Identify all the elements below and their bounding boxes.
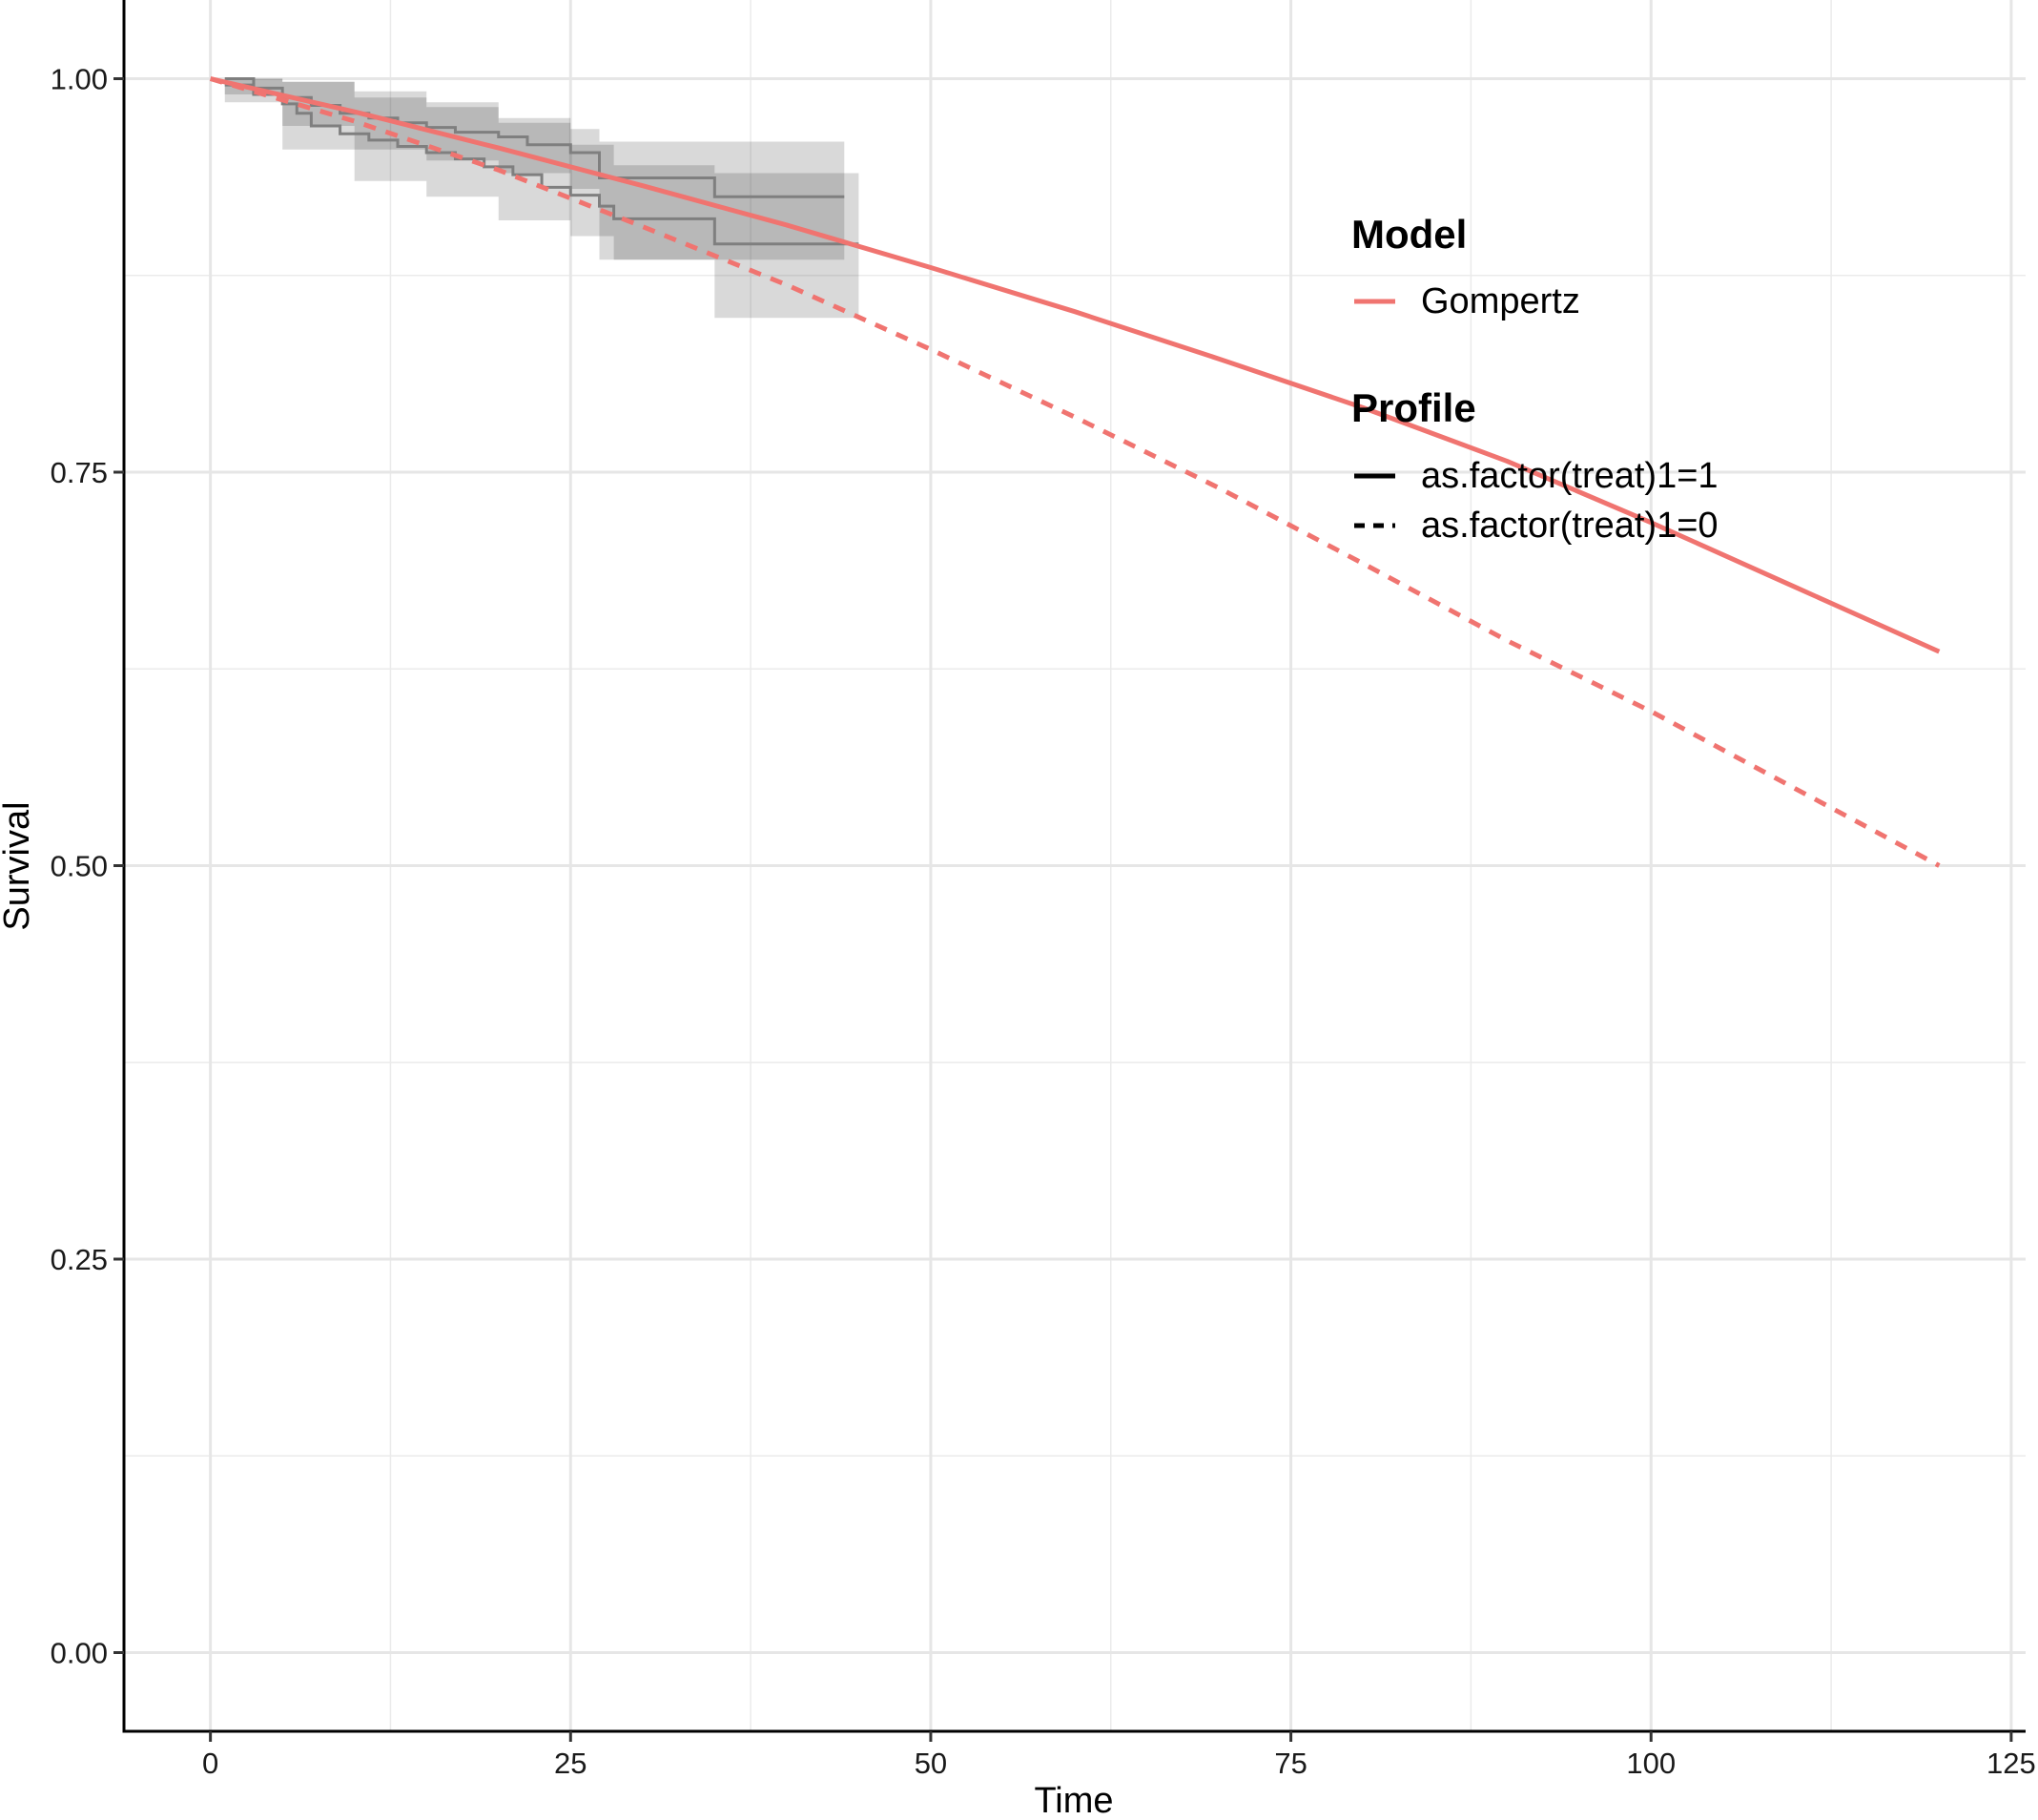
y-tick-label: 0.50 xyxy=(51,850,108,883)
x-tick-label: 50 xyxy=(915,1747,947,1780)
km-curve-1 xyxy=(224,83,859,246)
legend-item-gompertz: Gompertz xyxy=(1421,281,1580,321)
x-tick-label: 75 xyxy=(1274,1747,1307,1780)
x-tick-label: 125 xyxy=(1987,1747,2036,1780)
x-tick-label: 0 xyxy=(202,1747,218,1780)
x-axis-title: Time xyxy=(1034,1781,1113,1820)
tick-labels: 0 25 50 75 100 125 0.00 0.25 0.50 0.75 1.00 xyxy=(51,63,2036,1781)
grid-lines xyxy=(124,0,2026,1731)
y-tick-label: 1.00 xyxy=(51,63,108,96)
y-tick-label: 0.75 xyxy=(51,456,108,489)
legend-item-treat0: as.factor(treat)1=0 xyxy=(1421,506,1719,546)
model-fit-curves xyxy=(209,76,1941,868)
y-tick-label: 0.00 xyxy=(51,1637,108,1670)
fit-curve-treat1 xyxy=(210,76,1941,654)
fit-curve-treat0 xyxy=(209,76,1941,868)
legend: Model Gompertz Profile as.factor(treat)1… xyxy=(1351,212,1719,546)
confidence-bands xyxy=(224,78,859,319)
x-tick-label: 25 xyxy=(554,1747,587,1780)
legend-item-treat1: as.factor(treat)1=1 xyxy=(1421,456,1719,496)
ci-band-0 xyxy=(224,78,845,260)
legend-profile-title: Profile xyxy=(1351,385,1476,430)
ci-band-1 xyxy=(224,78,859,319)
y-axis-title: Survival xyxy=(0,801,37,930)
legend-model-title: Model xyxy=(1351,212,1467,257)
x-tick-label: 100 xyxy=(1626,1747,1676,1780)
y-tick-label: 0.25 xyxy=(51,1243,108,1276)
